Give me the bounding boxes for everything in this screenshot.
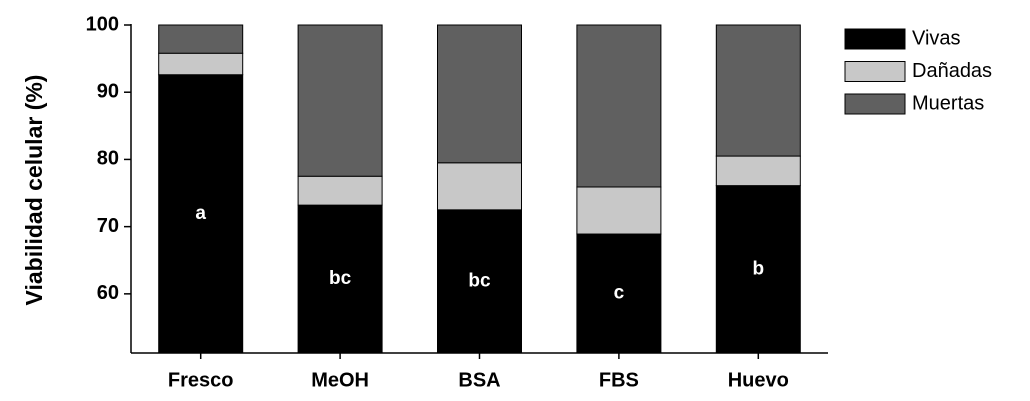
bar-segment: [437, 162, 522, 211]
annotation: bc: [329, 268, 352, 289]
annotation: bc: [468, 270, 491, 291]
bar-segment: [158, 52, 244, 76]
y-tick-label: 60: [97, 282, 119, 304]
bar-segment: [297, 175, 383, 206]
bar-segment: [297, 24, 383, 177]
bar-segment: [576, 186, 662, 235]
bar-segment: [576, 233, 662, 354]
legend-swatch: [844, 93, 906, 115]
bar-segment: [576, 24, 662, 188]
y-tick-label: 90: [97, 80, 119, 102]
bar-segment: [715, 155, 801, 187]
bar-segment: [297, 204, 383, 354]
annotation: a: [195, 203, 206, 224]
y-tick-label: 70: [97, 215, 119, 237]
legend-swatch: [844, 61, 906, 82]
annotation: b: [752, 258, 764, 279]
bar-segment: [158, 24, 244, 54]
bar-segment: [715, 185, 801, 354]
x-tick-label: Huevo: [728, 369, 789, 391]
legend-label: Vivas: [912, 27, 961, 49]
legend-label: Muertas: [912, 92, 984, 114]
annotation: c: [614, 283, 625, 304]
bar-segment: [715, 24, 801, 157]
x-tick-label: FBS: [599, 369, 639, 391]
y-tick-label: 100: [86, 13, 119, 35]
legend-label: Dañadas: [912, 60, 992, 82]
x-tick-label: BSA: [458, 369, 500, 391]
x-tick-label: Fresco: [168, 369, 234, 391]
bar-segment: [437, 24, 522, 164]
x-tick-label: MeOH: [311, 369, 369, 391]
y-axis-label: Viabilidad celular (%): [21, 75, 47, 306]
legend-swatch: [844, 28, 906, 50]
y-tick-label: 80: [97, 148, 119, 170]
